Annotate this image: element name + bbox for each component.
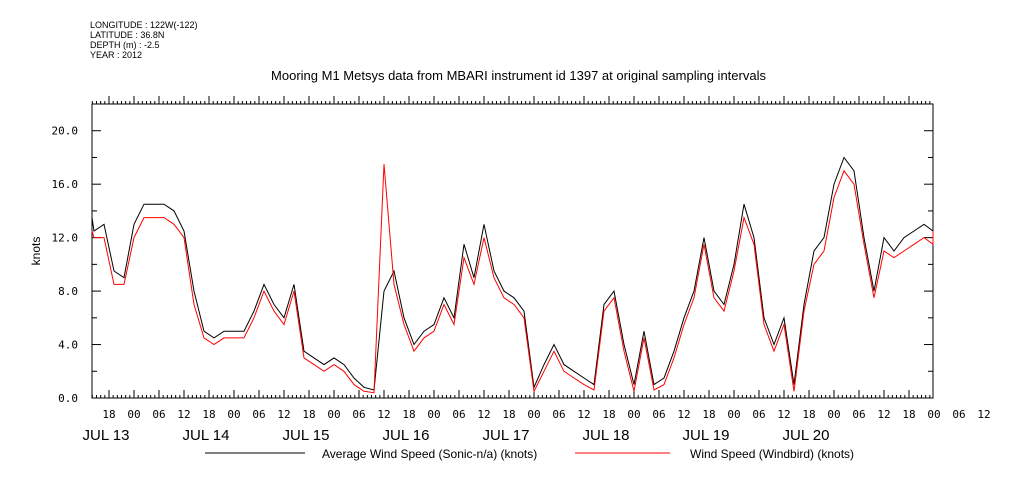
x-hour-label: 00 [727,408,740,421]
y-tick-label: 4.0 [58,339,78,352]
x-hour-label: 18 [502,408,515,421]
x-hour-label: 00 [227,408,240,421]
x-hour-label: 12 [377,408,390,421]
x-hour-label: 12 [277,408,290,421]
x-hour-label: 00 [927,408,940,421]
x-hour-label: 06 [552,408,565,421]
x-hour-label: 06 [952,408,965,421]
x-day-label: JUL 13 [83,427,130,444]
x-hour-label: 18 [602,408,615,421]
legend-item-average: Average Wind Speed (Sonic-n/a) (knots) [322,447,538,461]
chart-title: Mooring M1 Metsys data from MBARI instru… [271,68,766,83]
x-hour-label: 06 [252,408,265,421]
plot-frame [91,103,934,399]
y-tick-label: 0.0 [58,392,78,405]
x-day-label: JUL 18 [583,427,630,444]
x-hour-label: 18 [702,408,715,421]
x-hour-label: 12 [477,408,490,421]
x-day-label: JUL 14 [183,427,230,444]
metadata-block: LONGITUDE : 122W(-122) LATITUDE : 36.8N … [90,20,198,60]
x-hour-label: 00 [427,408,440,421]
x-hour-label: 18 [202,408,215,421]
x-hour-label: 06 [652,408,665,421]
x-hour-label: 00 [327,408,340,421]
x-hour-label: 00 [827,408,840,421]
x-hour-label: 18 [902,408,915,421]
x-hour-label: 12 [577,408,590,421]
x-hour-label: 18 [102,408,115,421]
x-day-label: JUL 19 [683,427,730,444]
x-hour-label: 00 [127,408,140,421]
y-tick-label: 12.0 [52,232,79,245]
x-hour-label: 06 [752,408,765,421]
y-axis-label: knots [29,237,43,266]
x-hour-label: 12 [677,408,690,421]
series-line-windbird [91,164,934,394]
y-tick-label: 20.0 [52,125,79,138]
legend-item-windbird: Wind Speed (Windbird) (knots) [690,447,855,461]
y-tick-label: 8.0 [58,285,78,298]
meta-depth: DEPTH (m) : -2.5 [90,40,160,50]
x-hour-label: 00 [627,408,640,421]
x-hour-label: 06 [452,408,465,421]
x-hour-label: 12 [777,408,790,421]
series-line-average [91,156,934,391]
x-day-label: JUL 15 [283,427,330,444]
x-hour-label: 12 [977,408,990,421]
meta-latitude: LATITUDE : 36.8N [90,30,165,40]
x-hour-label: 06 [352,408,365,421]
x-hour-label: 12 [877,408,890,421]
x-day-label: JUL 16 [383,427,430,444]
x-hour-label: 18 [402,408,415,421]
x-hour-label: 18 [302,408,315,421]
meta-longitude: LONGITUDE : 122W(-122) [90,20,198,30]
meta-year: YEAR : 2012 [90,50,143,60]
x-day-label: JUL 20 [783,427,830,444]
x-hour-label: 12 [177,408,190,421]
y-tick-label: 16.0 [52,178,79,191]
x-hour-label: 06 [152,408,165,421]
x-day-label: JUL 17 [483,427,530,444]
x-hour-label: 06 [852,408,865,421]
x-hour-label: 18 [802,408,815,421]
x-hour-label: 00 [527,408,540,421]
